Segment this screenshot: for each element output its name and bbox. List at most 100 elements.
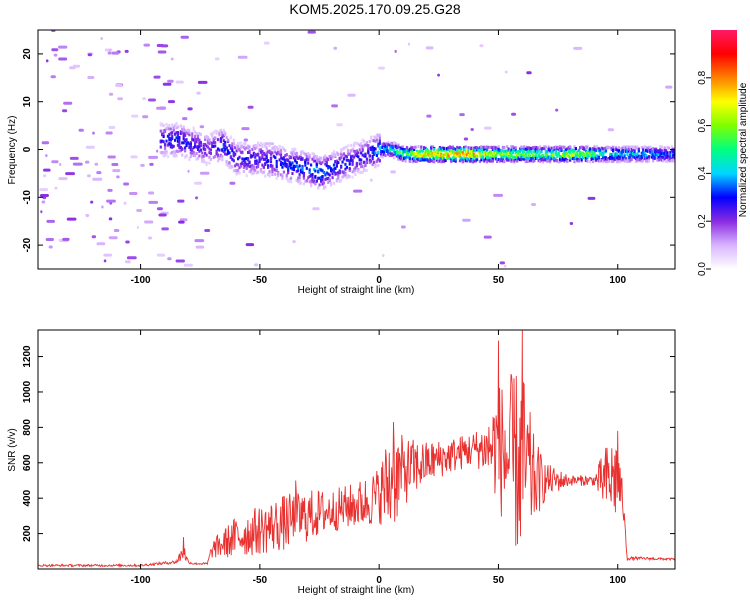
spectrogram-cell bbox=[278, 158, 281, 162]
spectrogram-cell bbox=[238, 171, 241, 175]
spectrogram-cell bbox=[259, 157, 263, 161]
spectrogram-cell bbox=[388, 149, 391, 153]
spectrogram-cell bbox=[440, 160, 443, 164]
spectrogram-cell bbox=[494, 146, 497, 150]
spectrogram-cell bbox=[414, 155, 417, 159]
spectrogram-cell bbox=[387, 141, 390, 145]
spectrogram-cell bbox=[192, 151, 195, 155]
spectrogram-cell bbox=[400, 225, 406, 229]
spectrogram-cell bbox=[312, 167, 316, 171]
spectrogram-cell bbox=[142, 115, 149, 119]
spectrogram-x-axis-label: Height of straight line (km) bbox=[298, 285, 415, 296]
spectrogram-cell bbox=[541, 155, 545, 159]
spectrogram-cell bbox=[245, 243, 255, 247]
spectrogram-cell bbox=[338, 179, 341, 183]
spectrogram-cell bbox=[297, 156, 300, 160]
spectrogram-cell bbox=[407, 149, 410, 153]
spectrogram-cell bbox=[610, 147, 613, 151]
spectrogram-cell bbox=[331, 152, 334, 156]
spectrogram-cell bbox=[332, 163, 336, 167]
spectrogram-cell bbox=[184, 132, 187, 136]
spectrogram-cell bbox=[302, 182, 306, 186]
spectrogram-cell bbox=[590, 157, 593, 161]
spectrogram-cell bbox=[225, 152, 228, 156]
spectrogram-x-tick-label: -100 bbox=[131, 275, 151, 286]
spectrogram-cell bbox=[358, 143, 361, 147]
spectrogram-cell bbox=[388, 147, 391, 151]
spectrogram-cell bbox=[297, 169, 300, 173]
spectrogram-cell bbox=[627, 146, 630, 150]
spectrogram-cell bbox=[345, 174, 348, 178]
spectrogram-cell bbox=[584, 145, 588, 149]
spectrogram-cell bbox=[561, 145, 565, 149]
spectrogram-cell bbox=[591, 160, 595, 164]
spectrogram-cell bbox=[225, 162, 228, 166]
spectrogram-cell bbox=[173, 138, 177, 142]
spectrogram-cell bbox=[182, 137, 185, 141]
spectrogram-cell bbox=[269, 160, 273, 164]
spectrogram-cells bbox=[39, 30, 675, 268]
spectrogram-cell bbox=[328, 155, 331, 159]
spectrogram-cell bbox=[236, 157, 240, 161]
spectrogram-cell bbox=[279, 163, 283, 167]
spectrogram-cell bbox=[130, 155, 138, 159]
snr-y-tick-label: 1200 bbox=[22, 345, 33, 368]
spectrogram-cell bbox=[167, 257, 172, 261]
spectrogram-cell bbox=[393, 151, 396, 155]
spectrogram-cell bbox=[291, 147, 294, 151]
spectrogram-cell bbox=[493, 148, 496, 152]
spectrogram-cell bbox=[466, 157, 469, 161]
spectrogram-cell bbox=[622, 146, 625, 150]
spectrogram-cell bbox=[195, 131, 198, 135]
spectrogram-cell bbox=[547, 159, 550, 163]
spectrogram-cell bbox=[292, 240, 296, 244]
spectrogram-cell bbox=[566, 153, 569, 157]
spectrogram-cell bbox=[188, 131, 191, 135]
spectrogram-cell bbox=[494, 148, 497, 152]
spectrogram-cell bbox=[614, 152, 618, 156]
spectrogram-cell bbox=[288, 178, 291, 182]
spectrogram-cell bbox=[237, 55, 248, 59]
spectrogram-cell bbox=[199, 171, 210, 175]
spectrogram-cell bbox=[246, 158, 250, 162]
spectrogram-cell bbox=[577, 154, 580, 158]
spectrogram-cell bbox=[374, 139, 377, 143]
spectrogram-cell bbox=[445, 156, 449, 160]
spectrogram-cell bbox=[369, 178, 373, 182]
spectrogram-cell bbox=[581, 146, 585, 150]
spectrogram-cell bbox=[460, 150, 463, 154]
spectrogram-cell bbox=[169, 138, 172, 142]
spectrogram-cell bbox=[201, 156, 204, 160]
spectrogram-cell bbox=[420, 149, 423, 153]
spectrogram-cell bbox=[526, 150, 529, 154]
spectrogram-cell bbox=[264, 144, 267, 148]
spectrogram-cell bbox=[589, 148, 592, 152]
spectrogram-cell bbox=[297, 166, 300, 170]
spectrogram-cell bbox=[175, 136, 178, 140]
spectrogram-cell bbox=[434, 155, 437, 159]
spectrogram-cell bbox=[546, 155, 549, 159]
spectrogram-cell bbox=[437, 149, 440, 153]
spectrogram-cell bbox=[521, 155, 525, 159]
spectrogram-cell bbox=[348, 167, 351, 171]
spectrogram-y-tick-label: -20 bbox=[22, 237, 33, 252]
spectrogram-cell bbox=[69, 66, 76, 70]
spectrogram-cell bbox=[454, 155, 457, 159]
spectrogram-cell bbox=[670, 147, 673, 151]
spectrogram-cell bbox=[560, 155, 563, 159]
spectrogram-cell bbox=[335, 164, 338, 168]
spectrogram-cell bbox=[314, 159, 317, 163]
spectrogram-cell bbox=[528, 157, 532, 161]
spectrogram-cell bbox=[526, 145, 529, 149]
spectrogram-cell bbox=[474, 149, 477, 153]
spectrogram-cell bbox=[255, 161, 258, 165]
spectrogram-cell bbox=[341, 175, 344, 179]
spectrogram-cell bbox=[646, 149, 649, 153]
spectrogram-cell bbox=[332, 181, 336, 185]
spectrogram-cell bbox=[148, 200, 159, 204]
spectrogram-cell bbox=[637, 154, 640, 158]
spectrogram-cell bbox=[235, 172, 238, 176]
spectrogram-cell bbox=[491, 157, 494, 161]
spectrogram-cell bbox=[438, 156, 442, 160]
